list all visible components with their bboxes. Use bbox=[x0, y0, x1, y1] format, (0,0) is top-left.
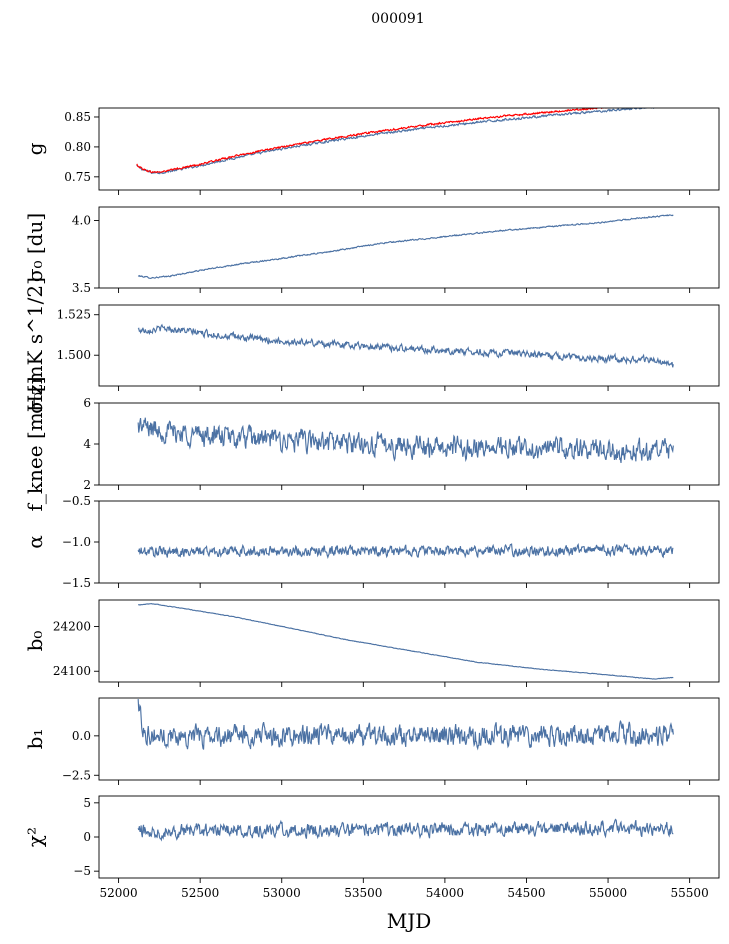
ytick-label-g-2: 0.85 bbox=[64, 110, 91, 124]
series-line-chi2-0 bbox=[137, 818, 674, 842]
series-line-sigma0_du-0 bbox=[137, 214, 674, 279]
ytick-label-alpha-1: −1.0 bbox=[62, 535, 91, 549]
ytick-label-b0-0: 24100 bbox=[53, 664, 91, 678]
y-axis-label-g: g bbox=[23, 142, 47, 155]
panel-sigma0_mk: 1.500 1.525 σ₀[mK s^1/2] bbox=[23, 277, 720, 414]
ytick-label-b1-0: −2.5 bbox=[62, 768, 91, 782]
series-line-alpha-0 bbox=[137, 542, 674, 560]
xtick-label-1: 52500 bbox=[181, 886, 219, 900]
ytick-label-fknee-2: 6 bbox=[83, 396, 91, 410]
ytick-label-sigma0_du-1: 4.0 bbox=[72, 214, 91, 228]
series-line-sigma0_mk-0 bbox=[137, 323, 674, 368]
ytick-label-sigma0_mk-1: 1.525 bbox=[57, 308, 91, 322]
axes-frame-sigma0_du bbox=[98, 206, 720, 289]
ytick-label-chi2-2: 5 bbox=[83, 796, 91, 810]
ytick-label-alpha-2: −0.5 bbox=[62, 494, 91, 508]
y-axis-label-alpha: α bbox=[23, 535, 47, 549]
y-axis-label-b0: b₀ bbox=[23, 631, 47, 652]
axes-frame-alpha bbox=[98, 500, 720, 584]
ytick-label-fknee-0: 2 bbox=[83, 478, 91, 492]
ytick-label-sigma0_du-0: 3.5 bbox=[72, 281, 91, 295]
panel-b0: 24100 24200 b₀ bbox=[23, 599, 720, 687]
ytick-label-g-0: 0.75 bbox=[64, 170, 91, 184]
ytick-label-alpha-0: −1.5 bbox=[62, 576, 91, 590]
xtick-label-6: 55000 bbox=[589, 886, 627, 900]
ytick-label-chi2-1: 0 bbox=[83, 830, 91, 844]
panel-sigma0_du: 3.5 4.0 σ₀ [du] bbox=[23, 206, 720, 295]
axes-frame-sigma0_mk bbox=[98, 304, 720, 387]
ytick-label-g-1: 0.80 bbox=[64, 140, 91, 154]
axes-frame-b1 bbox=[98, 697, 720, 781]
axes-frame-b0 bbox=[98, 599, 720, 683]
ytick-label-sigma0_mk-0: 1.500 bbox=[57, 348, 91, 362]
ytick-label-b0-1: 24200 bbox=[53, 619, 91, 633]
axes-frame-g bbox=[98, 107, 720, 191]
xtick-label-4: 54000 bbox=[426, 886, 464, 900]
series-line-g-1 bbox=[136, 108, 609, 174]
series-line-g-0 bbox=[136, 108, 659, 175]
y-axis-label-sigma0_mk: σ₀[mK s^1/2] bbox=[23, 277, 47, 414]
xtick-label-0: 52000 bbox=[99, 886, 137, 900]
panel-fknee: 2 4 6 f_knee [mHz] bbox=[23, 377, 720, 512]
xtick-label-2: 53000 bbox=[263, 886, 301, 900]
panel-g: 0.75 0.80 0.85 g bbox=[23, 107, 720, 195]
y-axis-label-b1: b₁ bbox=[23, 729, 47, 750]
series-line-b1-0 bbox=[137, 699, 674, 751]
axes-frame-fknee bbox=[98, 402, 720, 486]
xtick-label-3: 53500 bbox=[344, 886, 382, 900]
ytick-label-b1-1: 0.0 bbox=[72, 729, 91, 743]
series-line-fknee-0 bbox=[137, 417, 674, 464]
axes-frame-chi2 bbox=[98, 795, 720, 879]
panel-chi2: −5 0 5 52000 52500 53000 53500 54000 54500 55000 5… bbox=[23, 795, 720, 933]
xtick-label-5: 54500 bbox=[507, 886, 545, 900]
series-line-b0-0 bbox=[138, 602, 674, 680]
xtick-label-7: 55500 bbox=[671, 886, 709, 900]
ytick-label-fknee-1: 4 bbox=[83, 437, 91, 451]
ytick-label-chi2-0: −5 bbox=[73, 864, 91, 878]
x-axis-label: MJD bbox=[387, 909, 432, 933]
y-axis-label-fknee: f_knee [mHz] bbox=[23, 377, 47, 512]
panel-alpha: −1.5 −1.0 −0.5 α bbox=[23, 494, 720, 590]
y-axis-label-chi2: χ² bbox=[23, 827, 47, 847]
figure-title: 000091 bbox=[371, 11, 424, 27]
panel-b1: −2.5 0.0 b₁ bbox=[23, 697, 720, 785]
y-axis-label-sigma0_du: σ₀ [du] bbox=[23, 213, 47, 282]
